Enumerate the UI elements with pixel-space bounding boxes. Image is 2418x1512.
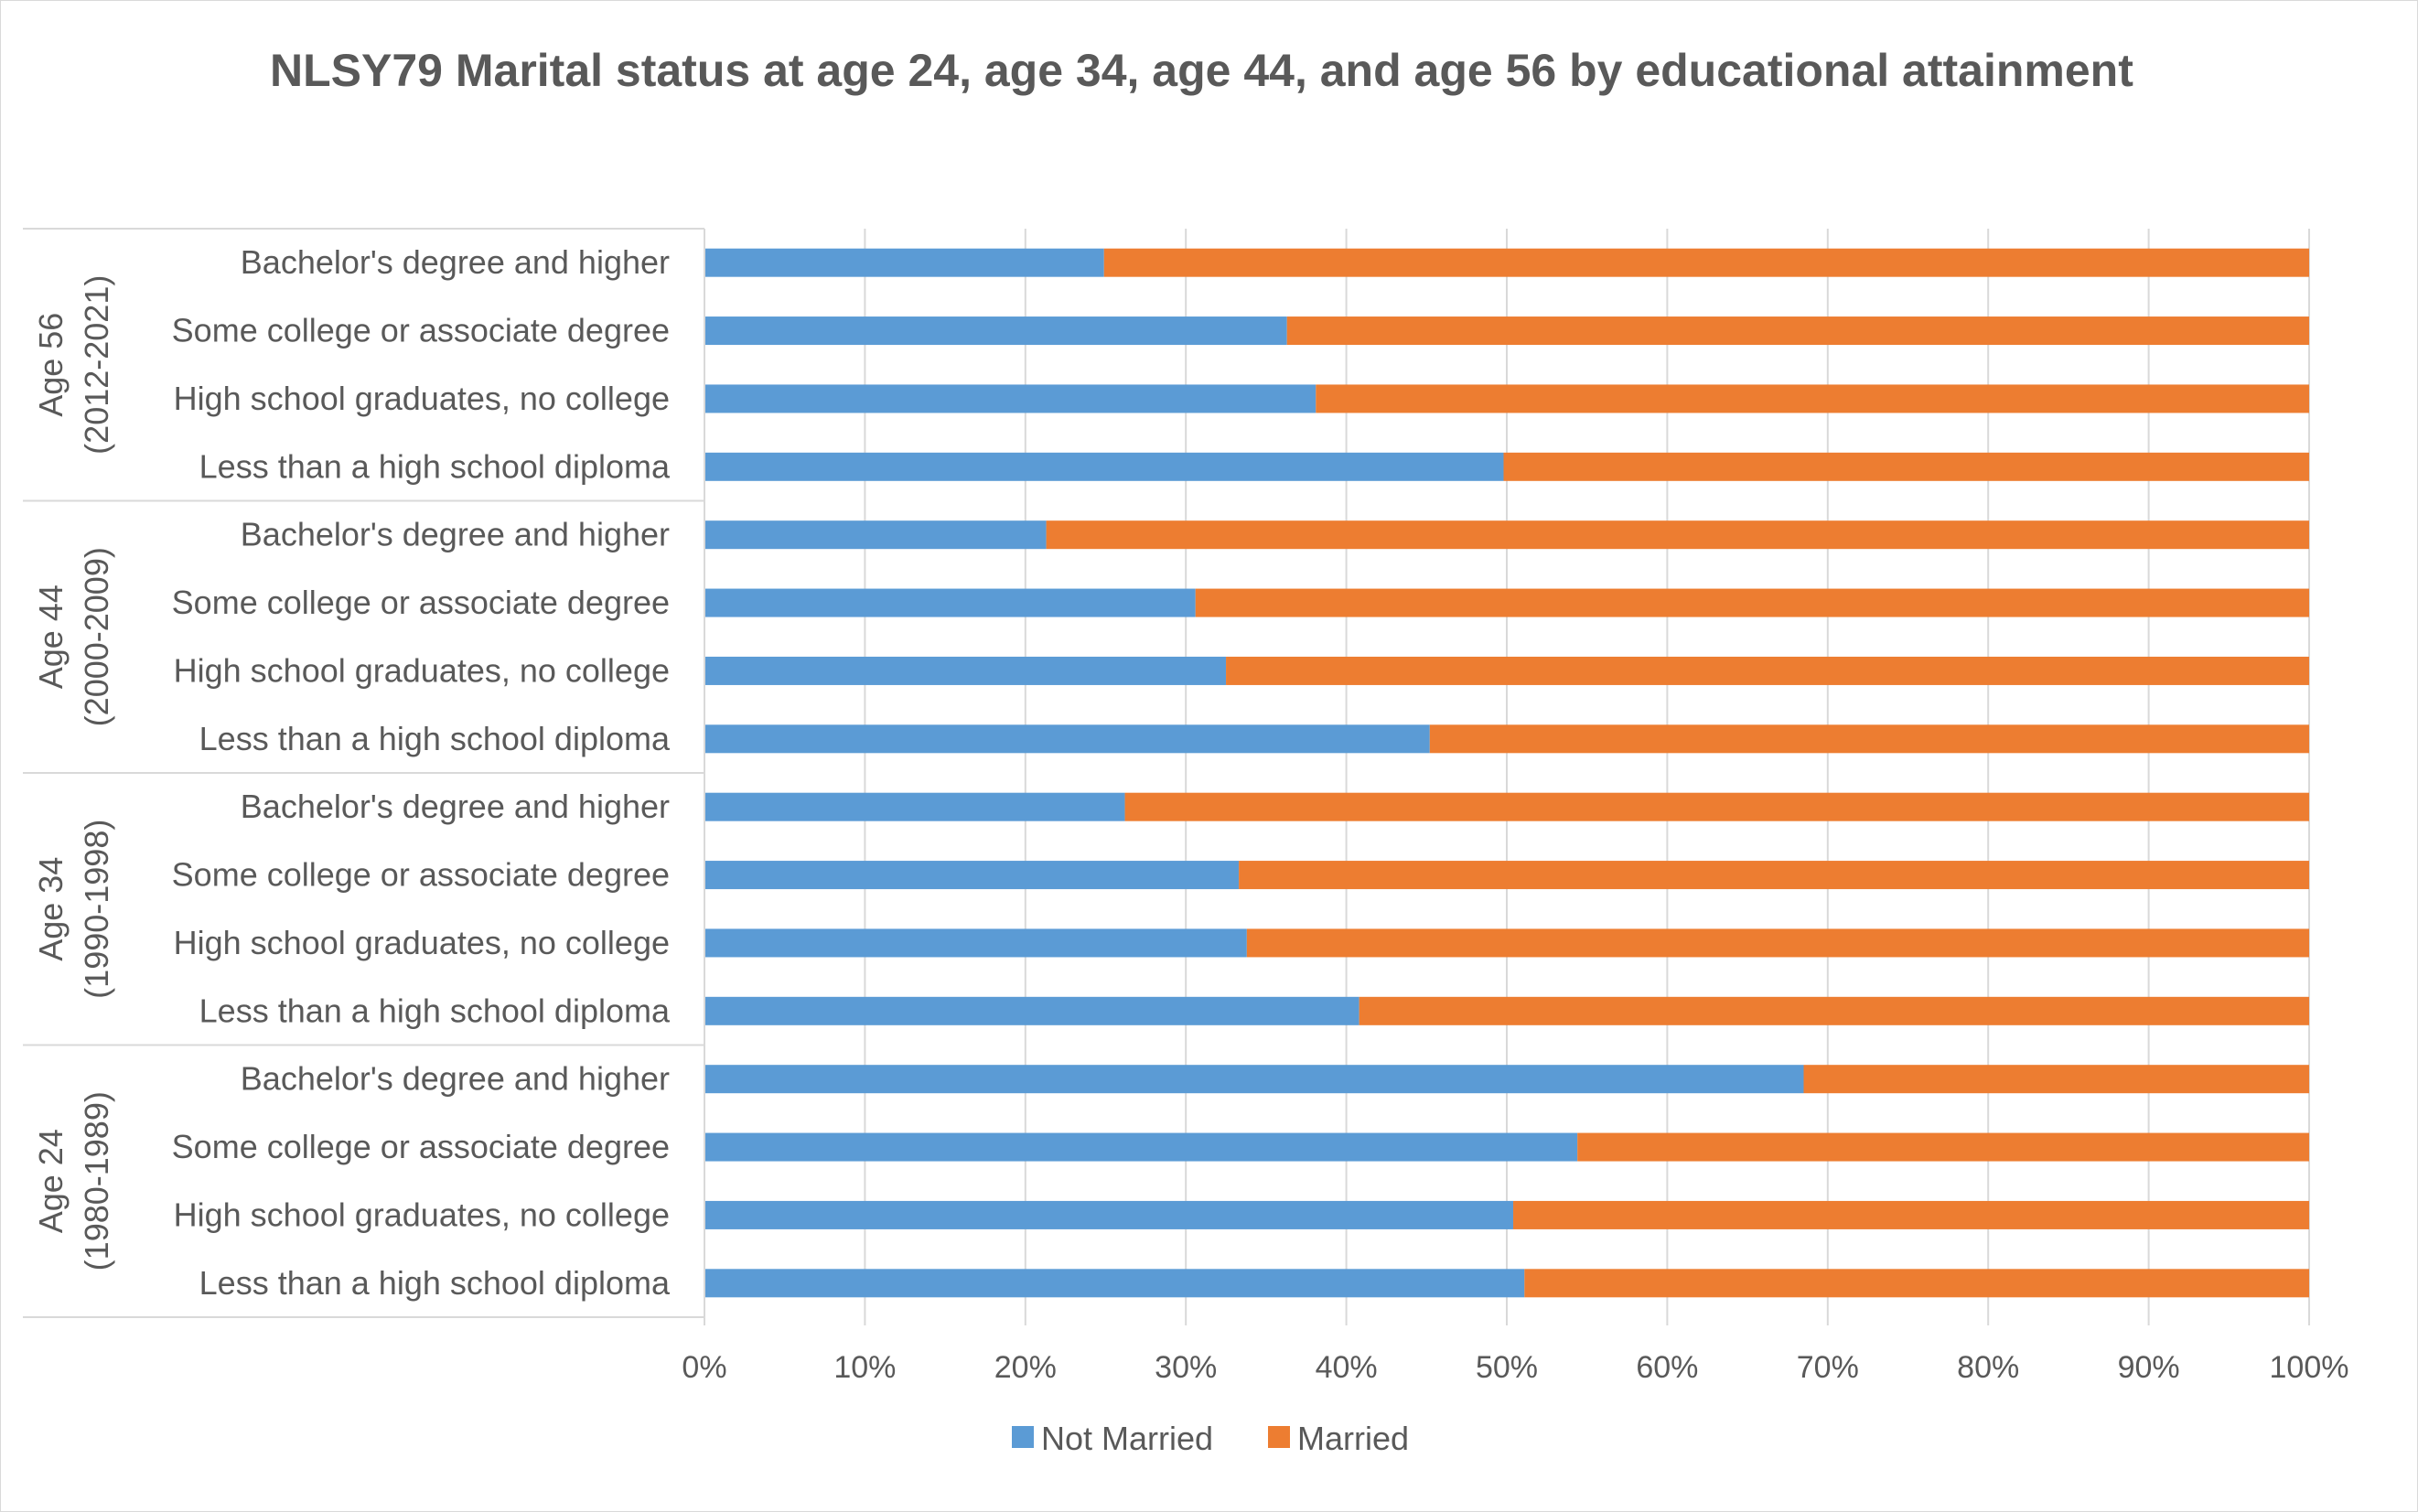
chart-title: NLSY79 Marital status at age 24, age 34,… — [270, 45, 2133, 96]
bar-not-married — [704, 1200, 1514, 1229]
bar-married — [1316, 384, 2309, 413]
bar-married — [1524, 1269, 2309, 1298]
group-label: Age 44 — [32, 584, 70, 689]
bar-not-married — [704, 1065, 1804, 1094]
category-label: High school graduates, no college — [174, 651, 670, 689]
bar-married — [1429, 724, 2309, 754]
x-tick-label: 100% — [2270, 1350, 2349, 1385]
group-label-years: (1990-1998) — [78, 820, 115, 999]
x-tick-label: 40% — [1316, 1350, 1378, 1385]
category-label: Less than a high school diploma — [199, 992, 671, 1029]
category-label: Some college or associate degree — [172, 856, 670, 894]
legend-label-married: Married — [1297, 1420, 1409, 1457]
bar-married — [1503, 452, 2309, 481]
bar-not-married — [704, 656, 1227, 685]
bar-married — [1239, 861, 2309, 890]
group-label-years: (2000-2009) — [78, 547, 115, 726]
category-label: High school graduates, no college — [174, 924, 670, 961]
group-label-years: (2012-2021) — [78, 275, 115, 455]
bar-not-married — [704, 1132, 1578, 1162]
x-tick-label: 30% — [1155, 1350, 1217, 1385]
bars — [704, 248, 2309, 1298]
x-tick-label: 80% — [1957, 1350, 2019, 1385]
legend: Not Married Married — [1012, 1420, 1409, 1457]
bar-not-married — [704, 588, 1196, 617]
legend-swatch-married — [1268, 1426, 1290, 1448]
x-tick-label: 0% — [682, 1350, 726, 1385]
bar-not-married — [704, 520, 1047, 550]
x-tick-label: 50% — [1476, 1350, 1538, 1385]
bar-not-married — [704, 316, 1287, 346]
category-label: High school graduates, no college — [174, 1196, 670, 1233]
bar-married — [1803, 1065, 2309, 1094]
bar-married — [1359, 996, 2309, 1025]
bar-not-married — [704, 1269, 1525, 1298]
category-label: Some college or associate degree — [172, 312, 670, 349]
bar-not-married — [704, 792, 1125, 821]
bar-not-married — [704, 384, 1316, 413]
bar-married — [1577, 1132, 2309, 1162]
bar-not-married — [704, 996, 1359, 1025]
category-label: Less than a high school diploma — [199, 447, 671, 485]
category-label: High school graduates, no college — [174, 380, 670, 417]
bar-not-married — [704, 724, 1430, 754]
group-label: Age 24 — [32, 1129, 70, 1233]
bar-married — [1513, 1200, 2309, 1229]
legend-label-not-married: Not Married — [1041, 1420, 1213, 1457]
group-label: Age 34 — [32, 857, 70, 961]
category-label: Bachelor's degree and higher — [241, 788, 670, 825]
bar-not-married — [704, 248, 1104, 277]
x-tick-label: 60% — [1636, 1350, 1698, 1385]
bar-married — [1195, 588, 2309, 617]
x-tick-label: 90% — [2118, 1350, 2180, 1385]
bar-married — [1246, 928, 2309, 958]
category-label: Bachelor's degree and higher — [241, 1060, 670, 1098]
bar-not-married — [704, 861, 1240, 890]
bar-married — [1103, 248, 2309, 277]
category-label: Less than a high school diploma — [199, 720, 671, 757]
bar-married — [1124, 792, 2309, 821]
bar-married — [1286, 316, 2309, 346]
category-label: Some college or associate degree — [172, 1128, 670, 1165]
legend-swatch-not-married — [1012, 1426, 1034, 1448]
labels: 0% 10% 20% 30% 40% 50% 60% 70% 80% 90% 100% Bachelo… — [32, 243, 2348, 1385]
category-label: Bachelor's degree and higher — [241, 516, 670, 553]
x-tick-label: 10% — [833, 1350, 896, 1385]
bar-married — [1226, 656, 2309, 685]
bar-married — [1046, 520, 2309, 550]
group-label-years: (1980-1989) — [78, 1091, 115, 1271]
category-label: Some college or associate degree — [172, 584, 670, 621]
x-tick-label: 20% — [994, 1350, 1057, 1385]
x-tick-label: 70% — [1797, 1350, 1859, 1385]
axes — [23, 228, 705, 1318]
category-label: Bachelor's degree and higher — [241, 243, 670, 281]
group-label: Age 56 — [32, 313, 70, 417]
category-label: Less than a high school diploma — [199, 1264, 671, 1302]
bar-not-married — [704, 928, 1247, 958]
bar-not-married — [704, 452, 1504, 481]
